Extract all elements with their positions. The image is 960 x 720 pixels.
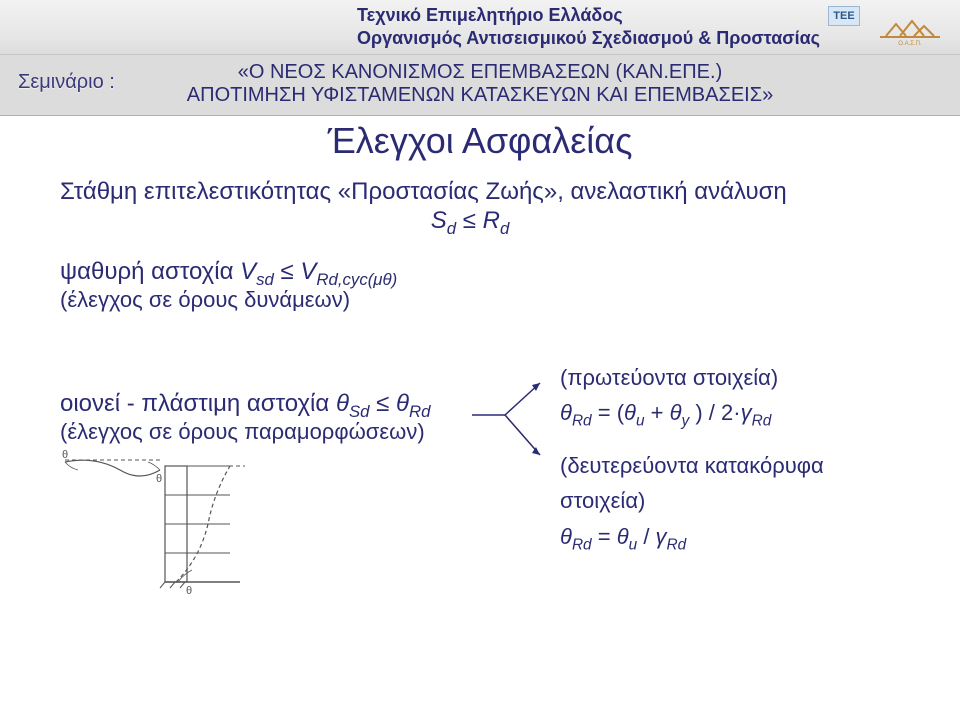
rhs-block: (πρωτεύοντα στοιχεία) θRd = (θu + θy ) /… [560, 360, 824, 558]
brittle-check-note: (έλεγχος σε όρους δυνάμεων) [60, 287, 350, 313]
subtitle-line-1: «Ο ΝΕΟΣ ΚΑΝΟΝΙΣΜΟΣ ΕΠΕΜΒΑΣΕΩΝ (ΚΑΝ.ΕΠΕ.) [0, 61, 960, 84]
subtitle-line-2: ΑΠΟΤΙΜΗΣΗ ΥΦΙΣΤΑΜΕΝΩΝ ΚΑΤΑΣΚΕΥΩΝ ΚΑΙ ΕΠΕ… [0, 84, 960, 107]
org-line-2: Οργανισμός Αντισεισμικού Σχεδιασμού & Πρ… [357, 27, 820, 50]
subheader-lines: «Ο ΝΕΟΣ ΚΑΝΟΝΙΣΜΟΣ ΕΠΕΜΒΑΣΕΩΝ (ΚΑΝ.ΕΠΕ.)… [0, 61, 960, 107]
oasp-logo: Ο.Α.Σ.Π. [880, 18, 940, 46]
main-inequality: Sd ≤ Rd [60, 207, 880, 239]
subheader-bar: Σεμινάριο : «Ο ΝΕΟΣ ΚΑΝΟΝΙΣΜΟΣ ΕΠΕΜΒΑΣΕΩ… [0, 55, 960, 116]
secondary-elements-label-2: στοιχεία) [560, 483, 824, 518]
header-bar: Τεχνικό Επιμελητήριο Ελλάδος Οργανισμός … [0, 0, 960, 55]
spacer [560, 434, 824, 448]
svg-text:θ: θ [186, 585, 192, 597]
primary-elements-label: (πρωτεύοντα στοιχεία) [560, 360, 824, 395]
ductile-inequality: θSd ≤ θRd [336, 390, 431, 417]
secondary-formula: θRd = θu / γRd [560, 519, 824, 558]
ductile-label: οιονεί - πλάστιμη αστοχία [60, 390, 336, 417]
org-line-1: Τεχνικό Επιμελητήριο Ελλάδος [357, 4, 820, 27]
brittle-label: ψαθυρή αστοχία [60, 258, 240, 285]
performance-level-line: Στάθμη επιτελεστικότητας «Προστασίας Ζωή… [60, 178, 787, 206]
ductile-failure-line: οιονεί - πλάστιμη αστοχία θSd ≤ θRd [60, 390, 431, 422]
secondary-elements-label-1: (δευτερεύοντα κατακόρυφα [560, 448, 824, 483]
brittle-inequality: Vsd ≤ VRd,cyc(μθ) [240, 258, 397, 285]
header-org: Τεχνικό Επιμελητήριο Ελλάδος Οργανισμός … [357, 4, 820, 49]
deformation-diagram: θ θ θ [60, 448, 300, 598]
ductile-check-note: (έλεγχος σε όρους παραμορφώσεων) [60, 419, 425, 445]
svg-text:Ο.Α.Σ.Π.: Ο.Α.Σ.Π. [898, 41, 922, 46]
split-arrow-icon [470, 365, 560, 470]
svg-text:θ: θ [156, 473, 162, 485]
brittle-failure-line: ψαθυρή αστοχία Vsd ≤ VRd,cyc(μθ) [60, 258, 397, 290]
page-title: Έλεγχοι Ασφαλείας [0, 120, 960, 162]
svg-text:θ: θ [62, 449, 68, 461]
primary-formula: θRd = (θu + θy ) / 2·γRd [560, 395, 824, 434]
seminar-label: Σεμινάριο : [18, 71, 115, 94]
tee-badge: TEE [828, 6, 860, 26]
